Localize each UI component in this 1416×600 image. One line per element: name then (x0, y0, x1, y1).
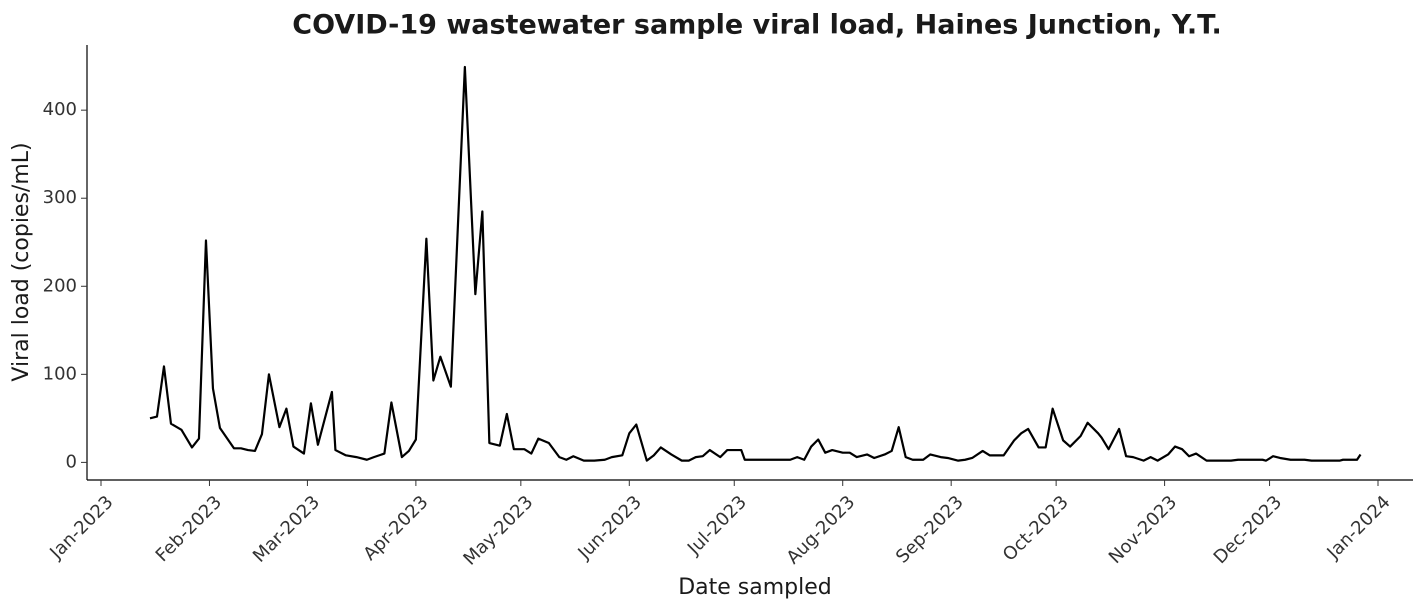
x-tick-label: Nov-2023 (1105, 492, 1181, 568)
x-tick-label: Dec-2023 (1210, 492, 1286, 568)
x-tick-label: Mar-2023 (249, 492, 324, 567)
y-tick-label: 100 (43, 363, 77, 384)
y-tick-label: 200 (43, 275, 77, 296)
chart-title: COVID-19 wastewater sample viral load, H… (292, 10, 1221, 41)
x-tick-label: Jan-2023 (45, 492, 117, 564)
x-tick-label: Jan-2024 (1322, 492, 1394, 564)
x-tick-label: Apr-2023 (359, 492, 432, 565)
y-tick-label: 0 (66, 451, 77, 472)
data-line (149, 65, 1362, 462)
x-tick-label: Jul-2023 (683, 492, 751, 560)
x-tick-label: Sep-2023 (892, 492, 968, 568)
x-axis-label: Date sampled (678, 575, 832, 600)
x-tick-label: Oct-2023 (999, 492, 1073, 566)
x-tick-label: May-2023 (459, 492, 537, 570)
y-axis-label: Viral load (copies/mL) (9, 142, 34, 381)
x-tick-label: Aug-2023 (783, 492, 860, 569)
y-tick-label: 300 (43, 187, 77, 208)
x-tick-label: Jun-2023 (573, 492, 645, 564)
y-tick-label: 400 (43, 99, 77, 120)
x-tick-label: Feb-2023 (152, 492, 226, 566)
